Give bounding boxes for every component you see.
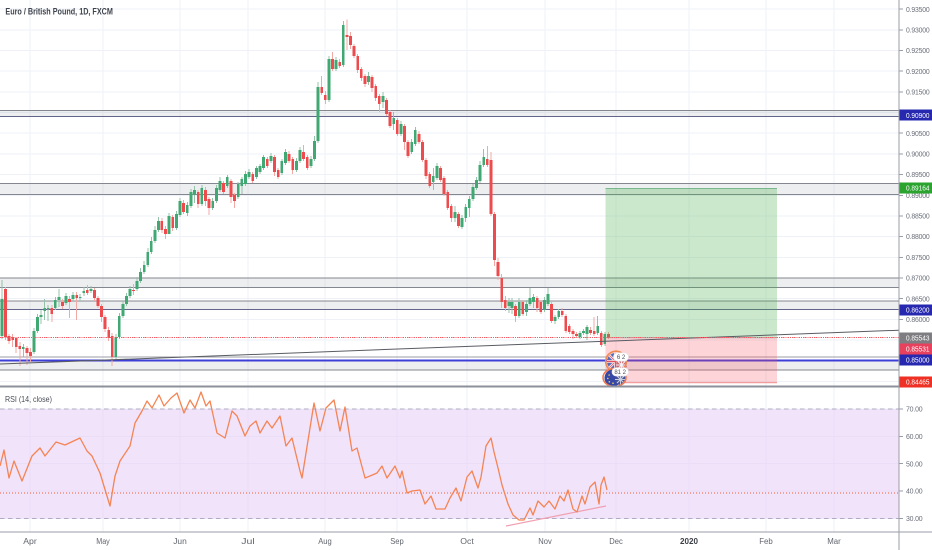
svg-text:Euro / British Pound, 1D, FXCM: Euro / British Pound, 1D, FXCM <box>5 7 112 17</box>
svg-text:50.00: 50.00 <box>906 459 923 468</box>
svg-text:Oct: Oct <box>460 537 474 546</box>
svg-text:0.85543: 0.85543 <box>906 334 930 343</box>
svg-text:0.86500: 0.86500 <box>906 294 930 303</box>
svg-text:Jun: Jun <box>173 537 187 546</box>
svg-text:May: May <box>96 537 110 546</box>
svg-text:0.90500: 0.90500 <box>906 129 930 138</box>
svg-text:0.89500: 0.89500 <box>906 170 930 179</box>
svg-text:Nov: Nov <box>538 537 552 546</box>
svg-text:0.85531: 0.85531 <box>906 345 930 354</box>
svg-text:Sep: Sep <box>390 537 404 546</box>
svg-text:0.93500: 0.93500 <box>906 5 930 14</box>
svg-text:0.87500: 0.87500 <box>906 253 930 262</box>
svg-text:RSI (14, close): RSI (14, close) <box>5 394 52 404</box>
svg-text:Dec: Dec <box>609 537 623 546</box>
svg-text:0.88500: 0.88500 <box>906 212 930 221</box>
svg-text:0.89000: 0.89000 <box>906 191 930 200</box>
svg-text:0.85000: 0.85000 <box>906 356 930 365</box>
svg-text:Apr: Apr <box>23 537 37 546</box>
svg-text:Aug: Aug <box>318 537 332 546</box>
svg-text:Mar: Mar <box>827 537 841 546</box>
svg-text:0.89164: 0.89164 <box>906 184 930 193</box>
svg-text:0.88000: 0.88000 <box>906 232 930 241</box>
svg-text:Jul: Jul <box>241 537 255 546</box>
svg-text:70.00: 70.00 <box>906 405 923 414</box>
svg-text:0.93000: 0.93000 <box>906 26 930 35</box>
svg-text:6 2: 6 2 <box>617 355 626 361</box>
svg-text:0.86200: 0.86200 <box>906 306 930 315</box>
svg-text:0.86000: 0.86000 <box>906 315 930 324</box>
svg-text:0.90900: 0.90900 <box>906 111 930 120</box>
svg-text:0.90000: 0.90000 <box>906 150 930 159</box>
svg-text:0.92500: 0.92500 <box>906 46 930 55</box>
svg-text:Feb: Feb <box>759 537 773 546</box>
svg-text:0.91500: 0.91500 <box>906 88 930 97</box>
svg-text:30.00: 30.00 <box>906 514 923 523</box>
svg-text:2020: 2020 <box>680 537 699 546</box>
svg-text:0.92000: 0.92000 <box>906 67 930 76</box>
svg-text:0.84465: 0.84465 <box>906 378 930 387</box>
svg-text:40.00: 40.00 <box>906 487 923 496</box>
svg-text:60.00: 60.00 <box>906 432 923 441</box>
svg-text:0.87000: 0.87000 <box>906 274 930 283</box>
svg-text:81 2: 81 2 <box>614 370 626 376</box>
